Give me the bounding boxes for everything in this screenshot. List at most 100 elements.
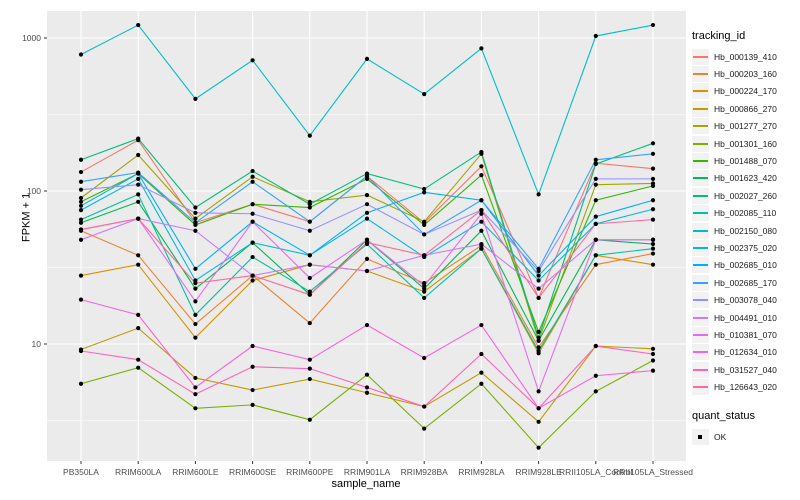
data-point xyxy=(78,169,84,175)
data-point xyxy=(136,176,141,181)
data-point xyxy=(650,237,656,242)
data-point xyxy=(593,182,598,187)
data-point xyxy=(78,52,84,57)
data-point xyxy=(536,192,541,197)
data-point xyxy=(536,338,541,343)
data-point xyxy=(650,166,656,171)
legend-key-swatch xyxy=(692,48,709,65)
legend-line-icon xyxy=(693,316,708,319)
data-point xyxy=(78,237,84,242)
data-point xyxy=(364,240,370,245)
legend-item-Hb_001277_270: Hb_001277_270 xyxy=(692,118,800,135)
legend-item-Hb_000139_410: Hb_000139_410 xyxy=(692,48,800,65)
data-point xyxy=(193,228,198,233)
data-point xyxy=(136,312,141,317)
data-point xyxy=(650,22,656,28)
data-point xyxy=(307,366,312,371)
data-point xyxy=(193,321,198,327)
data-point xyxy=(193,220,198,225)
x-tick-label: RRIM600LA xyxy=(115,467,162,477)
data-point xyxy=(479,381,484,386)
data-point xyxy=(78,208,84,213)
data-point xyxy=(250,174,255,179)
data-point xyxy=(193,406,198,411)
legend-item-label: Hb_126643_020 xyxy=(714,382,777,393)
legend-key-swatch xyxy=(692,205,709,222)
data-point xyxy=(536,345,541,350)
legend-item-label: Hb_002150_080 xyxy=(714,225,777,236)
data-point xyxy=(78,187,84,192)
data-point xyxy=(364,174,370,179)
data-point xyxy=(650,241,656,247)
data-point xyxy=(422,253,427,258)
data-point xyxy=(136,357,141,362)
data-point xyxy=(136,192,141,197)
x-tick-label: RRIM600LE xyxy=(172,467,219,477)
data-point xyxy=(536,273,541,278)
data-point xyxy=(422,232,427,237)
legend-items: Hb_000139_410 Hb_000203_160 Hb_000224_170 H… xyxy=(692,48,800,396)
legend-item-Hb_000866_270: Hb_000866_270 xyxy=(692,100,800,117)
data-point xyxy=(307,262,312,267)
data-point xyxy=(479,164,484,169)
data-point xyxy=(78,227,84,232)
data-point xyxy=(650,262,656,267)
data-point xyxy=(593,176,598,181)
data-point xyxy=(650,207,656,212)
data-point xyxy=(593,161,598,167)
data-point xyxy=(650,246,656,251)
data-point xyxy=(479,208,484,213)
legend-item-Hb_001488_070: Hb_001488_070 xyxy=(692,152,800,170)
legend-item-label: Hb_000203_160 xyxy=(714,69,777,80)
data-point xyxy=(250,240,255,245)
data-point xyxy=(364,256,370,261)
legend-item-Hb_010381_070: Hb_010381_070 xyxy=(692,326,800,343)
legend-line-icon xyxy=(693,212,708,215)
data-point xyxy=(136,216,141,221)
legend-item-label: Hb_031527_040 xyxy=(714,364,777,375)
legend-key-swatch xyxy=(692,309,709,326)
data-point xyxy=(422,289,427,294)
data-point xyxy=(593,237,598,242)
data-point xyxy=(193,286,198,291)
x-tick-label: RRII105LA_Stressed xyxy=(613,467,693,477)
legend-item-label: Hb_001301_160 xyxy=(714,138,777,149)
legend-item-label: Hb_004491_010 xyxy=(714,312,777,323)
legend-title-tracking-id: tracking_id xyxy=(692,30,746,42)
data-point xyxy=(422,219,427,224)
data-point xyxy=(650,183,656,188)
data-point xyxy=(536,268,541,274)
data-point xyxy=(78,195,84,201)
data-point xyxy=(479,370,484,375)
legend-key-swatch xyxy=(692,344,709,361)
data-point xyxy=(364,216,370,221)
legend-key-swatch xyxy=(692,153,709,170)
legend-key-swatch xyxy=(692,187,709,204)
data-point xyxy=(136,22,141,28)
x-tick-label: RRIM928LA xyxy=(458,467,505,477)
data-point xyxy=(479,228,484,233)
data-point xyxy=(307,202,312,207)
data-point xyxy=(250,179,255,184)
x-tick-label: RRII105LA_Control xyxy=(558,467,633,477)
data-point xyxy=(307,292,312,297)
legend-line-icon xyxy=(693,55,708,58)
legend-key-swatch xyxy=(692,292,709,309)
legend-line-icon xyxy=(693,368,708,371)
data-point xyxy=(650,217,656,222)
data-point xyxy=(536,295,541,301)
data-point xyxy=(307,357,312,362)
data-point xyxy=(479,241,484,247)
data-point xyxy=(78,199,84,204)
data-point xyxy=(479,246,484,251)
data-point xyxy=(193,385,198,390)
data-point xyxy=(78,220,84,225)
data-point xyxy=(136,326,141,331)
legend-key-swatch xyxy=(692,361,709,378)
legend-item-label: Hb_002027_260 xyxy=(714,190,777,201)
legend-item-Hb_002027_260: Hb_002027_260 xyxy=(692,187,800,204)
data-point xyxy=(593,253,598,258)
data-point xyxy=(650,176,656,181)
legend-item-label: Hb_001623_420 xyxy=(714,173,777,184)
data-point xyxy=(536,445,541,450)
